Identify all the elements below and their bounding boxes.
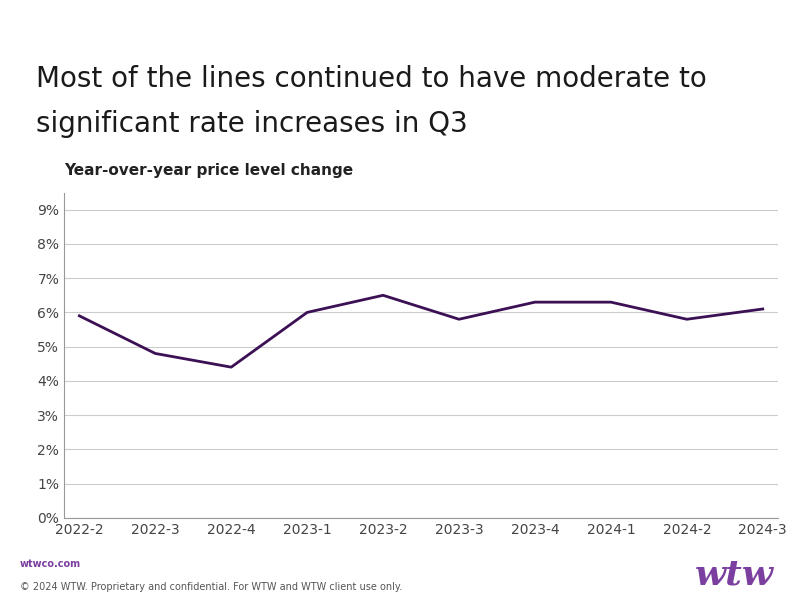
Text: Most of the lines continued to have moderate to: Most of the lines continued to have mode… (36, 65, 707, 93)
Text: wtwco.com: wtwco.com (20, 559, 81, 569)
Text: Year-over-year price level change: Year-over-year price level change (64, 163, 354, 178)
Text: significant rate increases in Q3: significant rate increases in Q3 (36, 110, 468, 138)
Text: © 2024 WTW. Proprietary and confidential. For WTW and WTW client use only.: © 2024 WTW. Proprietary and confidential… (20, 582, 403, 592)
Text: wtw: wtw (695, 558, 774, 592)
